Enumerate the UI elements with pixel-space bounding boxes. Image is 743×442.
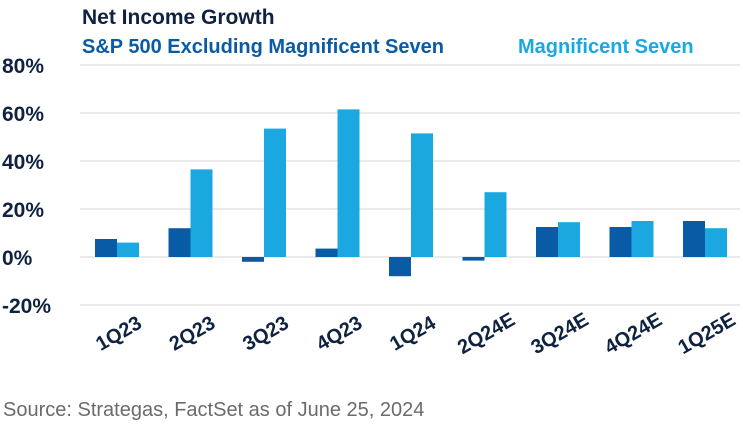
x-tick-label: 4Q24E: [601, 309, 666, 359]
x-axis: 1Q23 2Q23 3Q23 4Q23 1Q24 2Q24E 3Q24E 4Q24E 1Q25E: [92, 309, 739, 359]
y-tick-label: 40%: [2, 151, 44, 174]
bar-mag7-4q23: [337, 109, 360, 258]
y-tick-label: 20%: [2, 199, 44, 222]
bar-ex-mag7-2q24e: [462, 257, 485, 261]
x-tick-label: 3Q23: [239, 312, 292, 356]
source-note: Source: Strategas, FactSet as of June 25…: [3, 399, 425, 421]
x-tick-label: 1Q24: [386, 312, 440, 356]
bar-mag7-1q25e: [705, 228, 727, 257]
y-tick-label: 60%: [2, 103, 44, 126]
y-tick-label: -20%: [2, 295, 51, 318]
bar-mag7-2q24e: [484, 192, 507, 257]
bar-ex-mag7-1q24: [389, 257, 411, 277]
x-tick-label: 3Q24E: [528, 309, 593, 359]
x-tick-label: 1Q25E: [675, 309, 740, 359]
x-tick-label: 2Q24E: [454, 309, 519, 359]
y-tick-label: 0%: [2, 247, 33, 270]
x-tick-label: 2Q23: [166, 312, 219, 356]
bar-mag7-1q24: [411, 133, 433, 257]
bar-ex-mag7-3q23: [242, 257, 264, 262]
bar-ex-mag7-4q23: [315, 248, 338, 257]
bar-mag7-3q24e: [558, 222, 580, 257]
y-tick-label: 80%: [2, 55, 44, 78]
bar-ex-mag7-3q24e: [536, 227, 558, 257]
legend-item-mag7: Magnificent Seven: [518, 36, 694, 58]
bar-ex-mag7-2q23: [168, 228, 191, 257]
bars: [95, 109, 727, 277]
x-tick-label: 4Q23: [313, 312, 366, 356]
bar-ex-mag7-1q25e: [683, 221, 705, 257]
bar-mag7-4q24e: [631, 221, 654, 257]
legend-item-ex-mag7: S&P 500 Excluding Magnificent Seven: [82, 36, 444, 58]
y-axis: 80% 60% 40% 20% 0% -20%: [2, 55, 51, 318]
bar-mag7-2q23: [190, 169, 213, 257]
bar-chart: 80% 60% 40% 20% 0% -20% 1Q23 2Q23 3Q23 4Q23 1Q24 2…: [2, 55, 740, 359]
chart-title: Net Income Growth: [82, 6, 275, 29]
x-tick-label: 1Q23: [92, 312, 145, 356]
bar-ex-mag7-4q24e: [609, 227, 632, 257]
bar-mag7-3q23: [264, 128, 286, 257]
bar-ex-mag7-1q23: [95, 239, 117, 257]
bar-mag7-1q23: [117, 242, 139, 257]
